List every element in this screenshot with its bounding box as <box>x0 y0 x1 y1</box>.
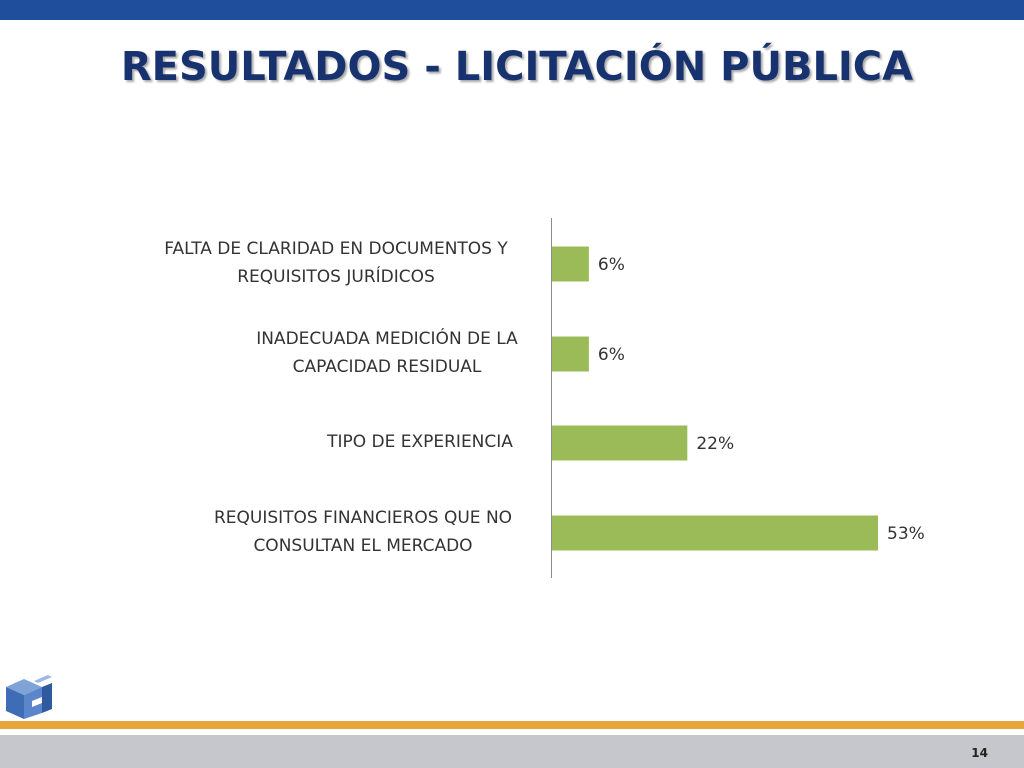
bar-1 <box>552 336 589 372</box>
bar-2 <box>552 425 688 461</box>
cube-logo-icon <box>6 675 52 719</box>
category-label-line: CAPACIDAD RESIDUAL <box>292 357 482 377</box>
slide-title: RESULTADOS - LICITACIÓN PÚBLICA <box>120 44 914 90</box>
category-label-line: TIPO DE EXPERIENCIA <box>327 432 513 452</box>
data-label-2: 22% <box>696 434 734 454</box>
stripe-gap <box>0 729 1024 735</box>
logo-underline <box>0 719 60 721</box>
data-label-3: 53% <box>887 524 925 544</box>
category-label-line: REQUISITOS JURÍDICOS <box>237 267 435 287</box>
category-label-2: TIPO DE EXPERIENCIA <box>220 428 620 456</box>
category-label-line: INADECUADA MEDICIÓN DE LA <box>256 329 518 349</box>
category-label-0: FALTA DE CLARIDAD EN DOCUMENTOS Y REQUISI… <box>136 235 536 291</box>
bar-0 <box>552 246 589 282</box>
category-label-line: REQUISITOS FINANCIEROS QUE NO <box>213 508 513 528</box>
category-label-line: FALTA DE CLARIDAD EN DOCUMENTOS Y <box>164 239 508 259</box>
top-banner <box>0 0 1024 20</box>
footer-bar <box>0 735 1024 768</box>
bar-chart: 6% 6% 22% 53% <box>551 218 925 578</box>
data-label-0: 6% <box>598 255 625 275</box>
data-label-1: 6% <box>598 345 625 365</box>
orange-stripe <box>0 721 1024 729</box>
category-label-1: INADECUADA MEDICIÓN DE LA CAPACIDAD RESID… <box>187 325 587 381</box>
page-number: 14 <box>971 746 988 760</box>
bar-3 <box>552 515 878 551</box>
category-label-line: CONSULTAN EL MERCADO <box>253 536 473 556</box>
category-label-3: REQUISITOS FINANCIEROS QUE NO CONSULTAN E… <box>163 504 563 560</box>
